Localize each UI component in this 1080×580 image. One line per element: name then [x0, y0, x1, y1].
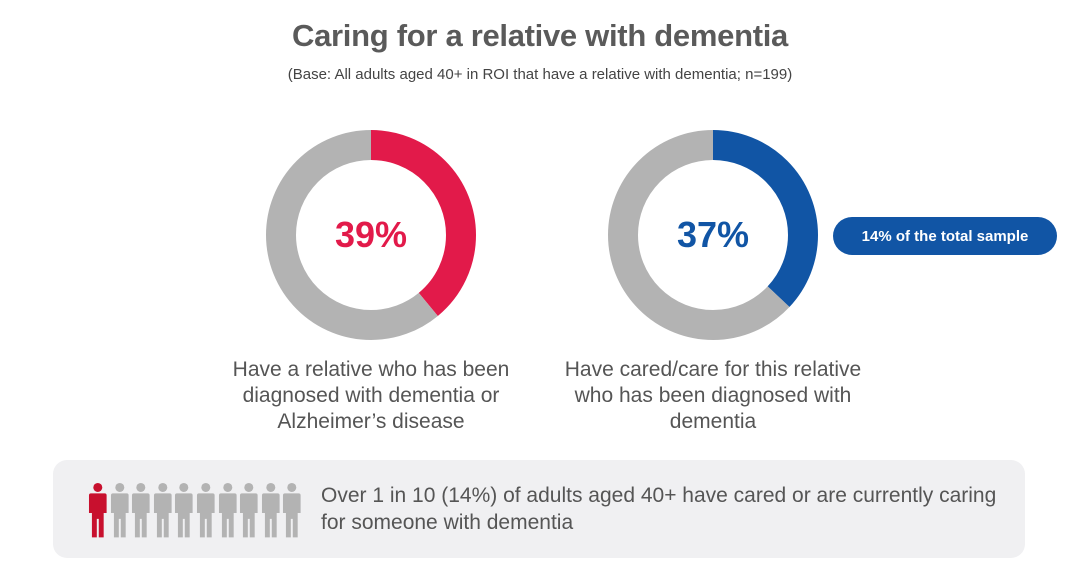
person-icon: [240, 482, 258, 538]
donut-caption-cared-for-relative: Have cared/care for this relative who ha…: [564, 358, 862, 433]
donut-slice-remainder: [608, 130, 818, 340]
chart-title: Caring for a relative with dementia: [292, 18, 788, 53]
person-icon: [132, 482, 150, 538]
footer-summary-text: Over 1 in 10 (14%) of adults aged 40+ ha…: [321, 484, 997, 534]
person-icon: [283, 482, 301, 538]
donut-slice-remainder: [266, 130, 476, 340]
person-icon: [88, 482, 107, 538]
person-icon: [175, 482, 193, 538]
donut-chart-relative-diagnosed: 39%: [266, 130, 476, 340]
donut-svg: [266, 130, 476, 340]
chart-subtitle: (Base: All adults aged 40+ in ROI that h…: [287, 66, 793, 83]
person-icon: [153, 482, 172, 538]
footer-summary-box: Over 1 in 10 (14%) of adults aged 40+ ha…: [53, 460, 1025, 558]
donut-value-label: 39%: [334, 214, 408, 255]
people-icon-row: [88, 482, 302, 538]
donut-caption-relative-diagnosed: Have a relative who has been diagnosed w…: [232, 358, 510, 433]
person-icon: [196, 482, 215, 538]
person-icon: [218, 482, 237, 538]
donut-svg: [608, 130, 818, 340]
donut-value-label: 37%: [676, 214, 750, 255]
person-icon: [261, 482, 280, 538]
person-icon: [110, 482, 129, 538]
donut-chart-cared-for-relative: 37%: [608, 130, 818, 340]
total-sample-callout: 14% of the total sample: [833, 217, 1057, 255]
